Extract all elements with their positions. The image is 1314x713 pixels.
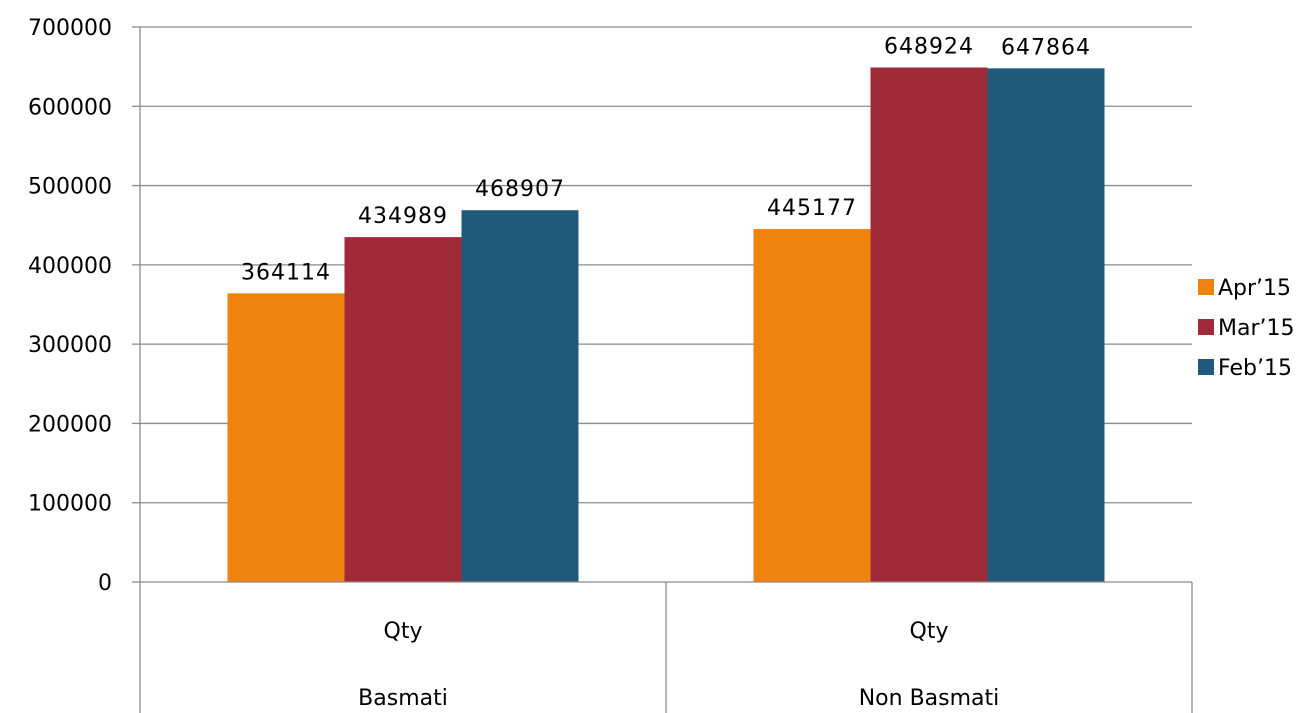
data-label: 445177 (767, 196, 857, 221)
legend-label: Apr’15 (1218, 276, 1291, 301)
bar (753, 229, 871, 582)
data-label: 648924 (884, 34, 974, 59)
bar (987, 68, 1105, 582)
bar (227, 293, 345, 582)
y-axis-ticks: 0 100000 200000 300000 400000 500000 600000 700… (28, 16, 112, 596)
y-tick-label: 500000 (28, 175, 112, 200)
category-group-label: Basmati (358, 686, 448, 711)
y-tick-label: 600000 (28, 95, 112, 120)
bar (870, 67, 988, 582)
data-label: 647864 (1001, 35, 1091, 60)
legend-label: Mar’15 (1218, 316, 1295, 341)
data-label: 434989 (358, 204, 448, 229)
y-tick-label: 300000 (28, 333, 112, 358)
bars (227, 67, 1105, 583)
data-label: 364114 (241, 260, 331, 285)
legend-label: Feb’15 (1218, 356, 1292, 381)
legend-swatch (1198, 279, 1214, 295)
category-axis: Qty Basmati Qty Non Basmati (139, 582, 1193, 713)
category-label: Qty (910, 619, 949, 644)
category-label: Qty (384, 619, 423, 644)
y-tick-label: 400000 (28, 254, 112, 279)
legend-swatch (1198, 319, 1214, 335)
y-tick-label: 100000 (28, 492, 112, 517)
data-labels: 364114 445177 434989 648924 468907 647864 (241, 34, 1091, 285)
bar (461, 210, 579, 582)
bar (344, 237, 462, 583)
y-tick-label: 0 (98, 571, 112, 596)
category-group-label: Non Basmati (859, 686, 1000, 711)
y-tick-label: 200000 (28, 412, 112, 437)
legend: Apr’15 Mar’15 Feb’15 (1198, 276, 1295, 381)
y-tick-label: 700000 (28, 16, 112, 41)
legend-swatch (1198, 359, 1214, 375)
data-label: 468907 (475, 177, 565, 202)
